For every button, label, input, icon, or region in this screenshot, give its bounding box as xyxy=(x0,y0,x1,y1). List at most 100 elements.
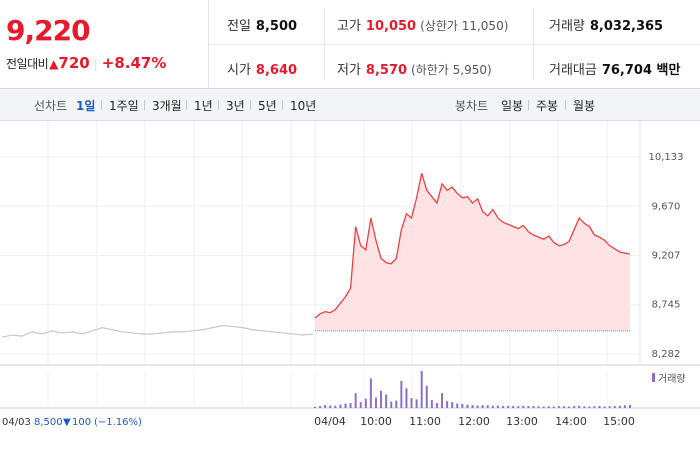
y-tick-label: 9,670 xyxy=(652,201,681,212)
volume-bar xyxy=(603,406,606,408)
volume-bar xyxy=(349,403,352,408)
volume-legend-swatch xyxy=(652,373,655,382)
y-axis: 10,133 9,670 9,207 8,745 8,282 xyxy=(649,152,684,360)
prev-change-value: 100 xyxy=(72,417,91,428)
volume-bar xyxy=(374,397,377,408)
volume-legend-label: 거래량 xyxy=(658,373,686,385)
candle-chart-label: 봉차트 xyxy=(455,99,489,113)
quote-header: 9,220 전일대비▲720 | +8.47% 전일 8,500 시가 8,640 고가… xyxy=(0,0,700,89)
volume-bar xyxy=(578,405,581,408)
down-arrow-icon: ▼ xyxy=(63,417,71,428)
volume-bar xyxy=(466,404,469,408)
candle-weekly-tab[interactable]: 주봉 xyxy=(536,99,559,113)
volume-bar xyxy=(512,406,515,408)
stat-value: 8,640 xyxy=(255,63,298,78)
volume-bar xyxy=(537,406,540,408)
candle-monthly-tab[interactable]: 월봉 xyxy=(573,99,596,113)
prev-date-label: 04/03 xyxy=(2,417,31,428)
volume-bar xyxy=(542,406,545,408)
change-label: 전일대비 xyxy=(6,57,49,71)
chart-toolbar: 선차트 1일 1주일 3개월 1년 3년 5년 10년 봉차트 일봉 주봉 월봉 xyxy=(0,89,700,121)
volume-bar xyxy=(618,405,621,408)
volume-bar xyxy=(380,390,383,408)
period-1y-tab[interactable]: 1년 xyxy=(194,99,213,113)
period-1d-tab[interactable]: 1일 xyxy=(76,99,96,113)
divider xyxy=(209,44,700,45)
divider xyxy=(565,100,566,110)
stat-open: 시가 8,640 xyxy=(227,59,297,78)
volume-bar xyxy=(552,406,555,408)
volume-bar xyxy=(517,406,520,408)
separator: | xyxy=(93,57,98,71)
volume-bar xyxy=(441,393,444,408)
previous-day-line xyxy=(1,324,314,338)
stat-value: 8,500 xyxy=(255,19,298,34)
volume-bar xyxy=(583,406,586,408)
volume-bar xyxy=(364,398,367,408)
period-1w-tab[interactable]: 1주일 xyxy=(109,99,139,113)
volume-bar xyxy=(623,405,626,408)
stat-value: 8,032,365 xyxy=(589,19,664,34)
stat-label: 거래대금 xyxy=(549,63,597,78)
volume-bar xyxy=(461,404,464,408)
stat-amount: 거래대금 76,704 백만 xyxy=(549,59,680,78)
divider xyxy=(528,100,529,110)
up-arrow-icon: ▲ xyxy=(49,57,59,71)
volume-bar xyxy=(507,405,510,408)
period-3y-tab[interactable]: 3년 xyxy=(226,99,245,113)
volume-bar xyxy=(593,406,596,408)
stat-value: 8,570 xyxy=(365,63,408,78)
period-3m-tab[interactable]: 3개월 xyxy=(152,99,182,113)
stat-value: 76,704 백만 xyxy=(601,63,681,78)
volume-bar xyxy=(562,406,565,408)
stat-low: 저가 8,570 (하한가 5,950) xyxy=(337,59,492,78)
today-series xyxy=(314,173,631,332)
stat-prev-close: 전일 8,500 xyxy=(227,15,297,34)
stat-label: 시가 xyxy=(227,63,251,78)
line-chart-label: 선차트 xyxy=(34,99,68,113)
stat-label: 전일 xyxy=(227,19,251,34)
y-tick-label: 8,282 xyxy=(652,349,681,360)
volume-bar xyxy=(557,406,560,408)
y-tick-label: 9,207 xyxy=(652,251,681,262)
volume-bar xyxy=(547,406,550,408)
x-tick-label: 11:00 xyxy=(409,415,441,428)
volume-bar xyxy=(334,405,337,408)
volume-bar xyxy=(613,406,616,408)
volume-bar xyxy=(410,398,413,408)
candle-daily-tab[interactable]: 일봉 xyxy=(501,99,524,113)
divider xyxy=(101,100,102,110)
stats-panel: 전일 8,500 시가 8,640 고가 10,050 (상한가 11,050) 저가 8… xyxy=(209,0,700,88)
volume-bar xyxy=(588,406,591,408)
price-box: 9,220 전일대비▲720 | +8.47% xyxy=(0,0,209,88)
volume-bar xyxy=(476,405,479,408)
y-tick-label: 10,133 xyxy=(649,152,684,163)
divider xyxy=(186,100,187,110)
stat-sub: (상한가 11,050) xyxy=(420,19,509,33)
volume-bar xyxy=(344,403,347,408)
volume-bar xyxy=(390,401,393,408)
volume-bar xyxy=(629,405,631,408)
volume-bar xyxy=(446,401,449,408)
change-value: 720 xyxy=(58,54,90,72)
volume-bar xyxy=(598,406,601,408)
divider xyxy=(250,100,251,110)
volume-bar xyxy=(395,400,398,408)
previous-close-info: 04/03 8,500 ▼ 100 (−1.16%) xyxy=(2,417,142,428)
stat-label: 저가 xyxy=(337,63,361,78)
volume-bar xyxy=(522,405,525,408)
volume-bar xyxy=(415,399,418,408)
volume-bar xyxy=(608,406,611,408)
stat-value: 10,050 xyxy=(365,19,417,34)
today-area-fill xyxy=(315,173,630,331)
change-row: 전일대비▲720 | +8.47% xyxy=(6,54,166,72)
x-tick-label: 13:00 xyxy=(506,415,538,428)
volume-bar xyxy=(405,388,408,408)
volume-bar xyxy=(339,404,342,408)
period-5y-tab[interactable]: 5년 xyxy=(258,99,277,113)
volume-bar xyxy=(369,378,372,408)
volume-bar xyxy=(435,403,438,408)
volume-bar xyxy=(527,406,530,408)
period-10y-tab[interactable]: 10년 xyxy=(290,99,317,113)
volume-bar xyxy=(385,394,388,408)
